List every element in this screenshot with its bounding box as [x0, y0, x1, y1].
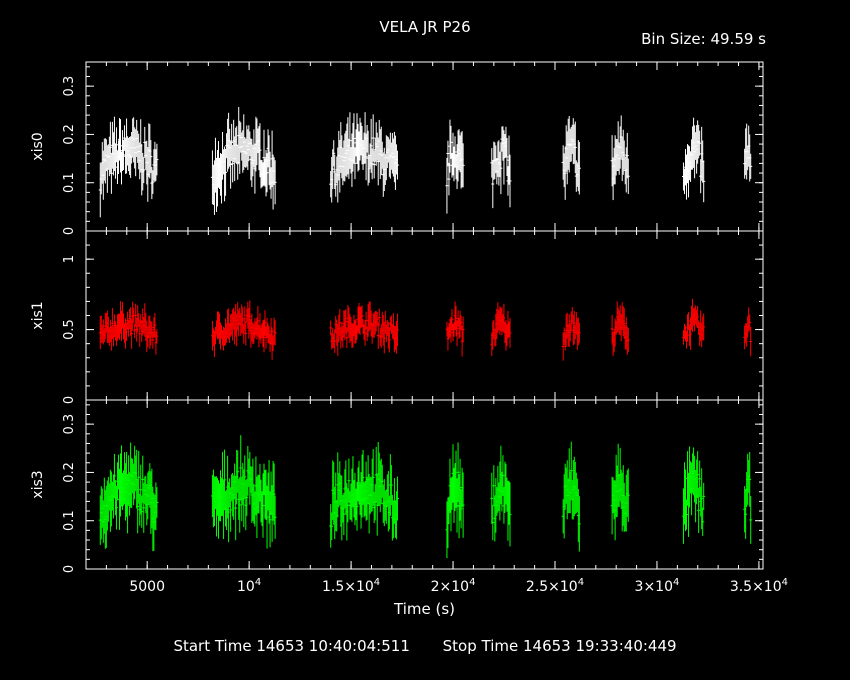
y-tick-label-xis0: 0.1 — [62, 172, 77, 193]
x-tick-label: 3.5×104 — [730, 577, 788, 595]
panel-frame-xis0 — [85, 61, 764, 232]
y-tick-label-xis3: 0.3 — [62, 414, 77, 435]
y-tick-label-xis3: 0.2 — [62, 462, 77, 483]
x-axis-label: Time (s) — [393, 600, 455, 618]
y-tick-label-xis1: 0 — [62, 396, 77, 404]
x-tick-label: 3×104 — [635, 577, 680, 595]
bin-size-label: Bin Size: 49.59 s — [641, 30, 766, 48]
y-axis-label-xis0: xis0 — [30, 132, 46, 160]
y-tick-label-xis0: 0.3 — [62, 76, 77, 97]
y-tick-label-xis3: 0.1 — [62, 510, 77, 531]
x-tick-label: 2×104 — [431, 577, 476, 595]
y-axis-label-xis3: xis3 — [30, 470, 46, 498]
y-tick-label-xis0: 0 — [62, 227, 77, 235]
series-xis1 — [98, 298, 753, 361]
y-tick-label-xis0: 0.2 — [62, 124, 77, 145]
y-tick-label-xis3: 0 — [62, 565, 77, 573]
chart-title: VELA JR P26 — [379, 18, 471, 36]
panel-frame-xis3 — [85, 399, 764, 570]
x-tick-label: 2.5×104 — [526, 577, 584, 595]
stop-time: Stop Time 14653 19:33:40:449 — [442, 637, 677, 655]
start-time: Start Time 14653 10:40:04:511 — [173, 637, 410, 655]
footer-times: Start Time 14653 10:40:04:511 Stop Time … — [0, 637, 850, 655]
y-tick-label-xis1: 0.5 — [62, 319, 77, 340]
x-tick-label: 1.5×104 — [322, 577, 380, 595]
x-tick-label: 104 — [237, 577, 261, 595]
series-xis0 — [98, 107, 753, 218]
y-tick-label-xis1: 1 — [62, 255, 77, 263]
panel-frame-xis1 — [85, 230, 764, 401]
y-axis-label-xis1: xis1 — [30, 301, 46, 329]
series-xis3 — [98, 435, 753, 559]
x-tick-label: 5000 — [129, 579, 165, 595]
